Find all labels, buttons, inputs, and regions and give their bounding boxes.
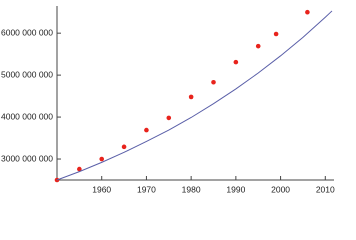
x-tick-label: 1980 xyxy=(182,184,201,194)
data-point xyxy=(273,31,279,37)
x-tick-label: 1990 xyxy=(226,184,245,194)
data-point xyxy=(99,156,105,162)
data-point xyxy=(166,115,172,121)
data-point xyxy=(255,43,261,49)
chart: 3000 000 000 4000 000 000 5000 000 000 6000… xyxy=(1,6,335,194)
x-tick-label: 2010 xyxy=(316,184,335,194)
fit-curve xyxy=(56,10,333,181)
data-point xyxy=(233,59,239,65)
data-point xyxy=(305,9,310,15)
x-tick-label: 2000 xyxy=(271,184,290,194)
y-tick-label: 5000 000 000 xyxy=(1,69,53,79)
data-point xyxy=(121,144,127,150)
y-tick-label: 4000 000 000 xyxy=(1,111,53,121)
data-point xyxy=(188,94,194,100)
data-point xyxy=(211,79,216,85)
data-point xyxy=(144,127,149,133)
x-tick-label: 1960 xyxy=(92,184,111,194)
data-point xyxy=(77,166,82,172)
y-tick-label: 3000 000 000 xyxy=(1,153,53,163)
x-tick-label: 1970 xyxy=(137,184,156,194)
y-tick-label: 6000 000 000 xyxy=(1,27,53,37)
